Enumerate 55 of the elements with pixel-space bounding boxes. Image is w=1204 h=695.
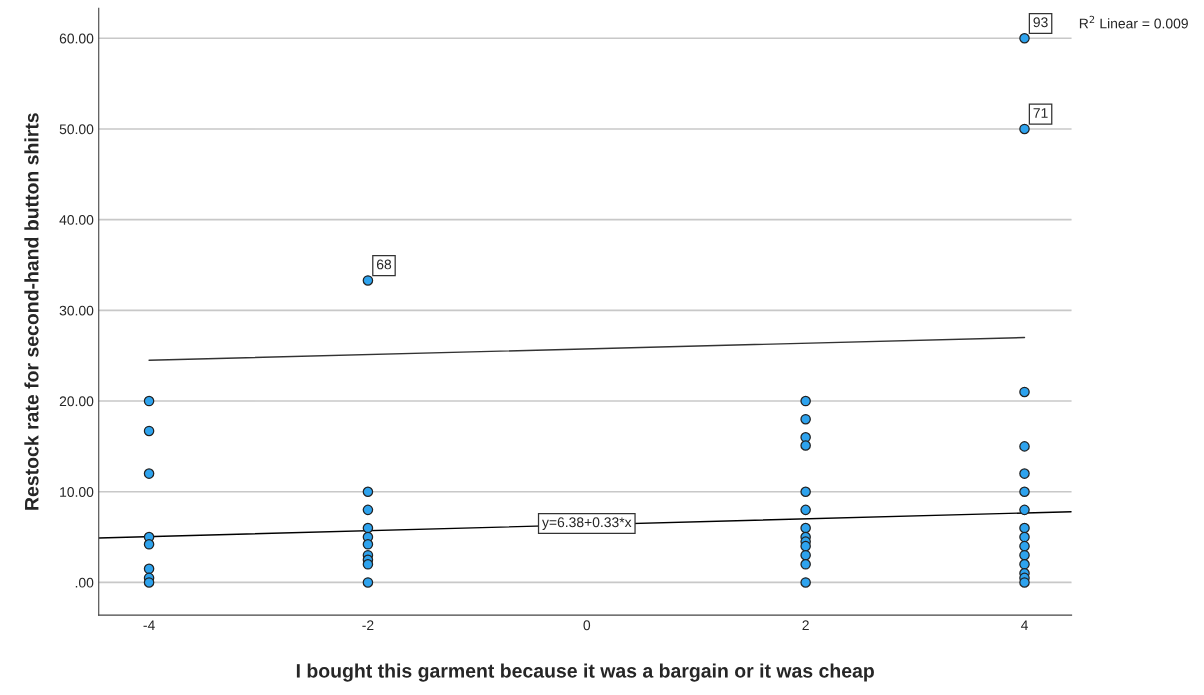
point [143,563,155,575]
point [1019,123,1030,135]
y-tick-label: 60.00 [59,33,94,44]
annotation: 71 [1033,108,1048,118]
x-axis-title: I bought this garment because it was a bargain or it was cheap [296,663,874,682]
point [1019,386,1030,398]
point [800,540,811,552]
y-tick-label: 20.00 [59,396,94,407]
annotation: 93 [1033,17,1048,28]
point [362,275,374,286]
y-tick-label: 40.00 [59,214,94,225]
point [362,486,374,498]
point [1019,468,1030,479]
point [800,413,811,425]
x-tick-label: -4 [143,620,155,630]
point [800,395,811,407]
point [143,577,155,588]
point [1019,531,1030,543]
point [1019,577,1030,588]
x-tick-label: 4 [1020,620,1028,630]
annotation: 68 [376,259,392,270]
point [143,539,155,550]
y-tick-label: 10.00 [60,487,94,497]
x-tick-label: 2 [802,620,809,630]
point [1019,504,1030,516]
point [1019,32,1030,44]
point [1019,549,1030,561]
point [362,539,374,550]
point [800,486,811,498]
point [800,522,811,534]
y-tick-label: 50.00 [59,124,94,135]
point [362,504,374,516]
x-tick-label: -2 [362,620,374,630]
point [143,468,155,479]
point [1019,441,1030,452]
point [1019,486,1030,498]
point [800,504,811,516]
y-axis-title: Restock rate for second-hand button shirts [24,113,39,510]
point [1019,540,1030,552]
point [800,559,811,570]
point [143,395,155,407]
annotation: y=6.38+0.33*x [542,517,632,530]
point [362,522,374,534]
point [800,549,811,561]
point [362,559,374,570]
point [800,440,811,451]
x-tick-label: 0 [583,620,591,631]
point [143,425,155,437]
text: R$^{2}$ Linear = 0.009 [1079,15,1188,29]
point [800,577,811,588]
y-tick-label: .00 [75,577,94,588]
point [1019,559,1030,570]
point [1019,522,1030,534]
y-tick-label: 30.00 [59,305,94,316]
point [362,577,374,588]
